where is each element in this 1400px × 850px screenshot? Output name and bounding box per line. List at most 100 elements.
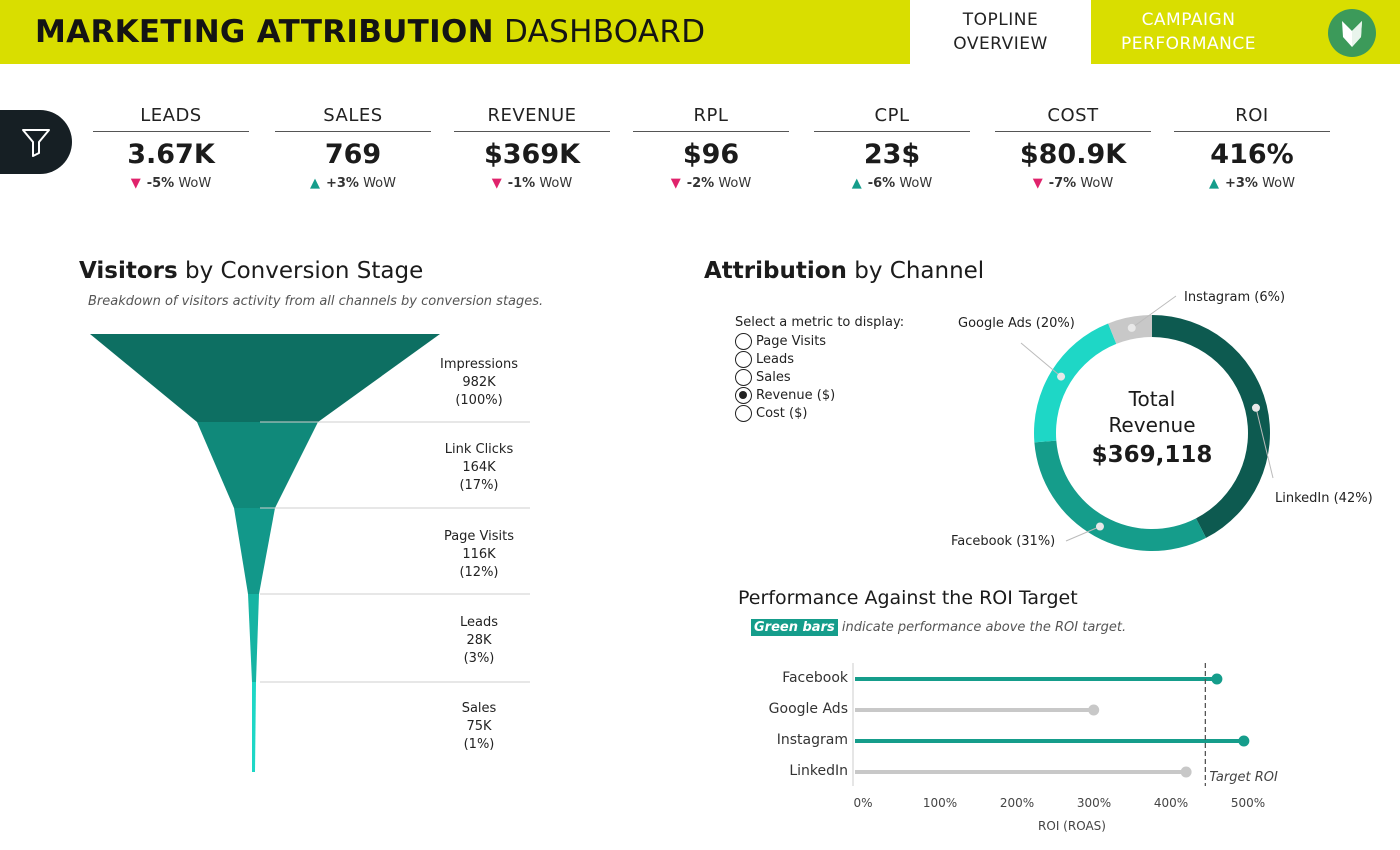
- triangle-up-icon: ▲: [1208, 176, 1219, 191]
- fox-logo-icon: [1328, 9, 1376, 57]
- kpi-label: CPL: [814, 104, 970, 132]
- donut-slice-linkedin[interactable]: [1152, 315, 1270, 538]
- funnel-stage-value: 982K: [462, 375, 496, 390]
- donut-center-total: Total Revenue $369,118: [1072, 386, 1232, 472]
- funnel-segment-leads[interactable]: [248, 594, 259, 682]
- funnel-label-leads: Leads 28K (3%): [419, 614, 539, 668]
- roi-title: Performance Against the ROI Target: [738, 587, 1078, 609]
- kpi-label: RPL: [633, 104, 789, 132]
- donut-leader-dot: [1127, 323, 1136, 332]
- funnel-segment-impressions[interactable]: [90, 334, 440, 422]
- kpi-card-leads: LEADS 3.67K ▼ -5% WoW: [93, 104, 249, 191]
- donut-label-facebook: Facebook (31%): [951, 534, 1056, 549]
- kpi-wow-percent: +3%: [1224, 176, 1258, 191]
- funnel-chart: [90, 334, 530, 772]
- kpi-label: COST: [995, 104, 1151, 132]
- funnel-stage-name: Sales: [461, 701, 497, 716]
- radio-leads[interactable]: Leads: [735, 350, 904, 368]
- tab-campaign-performance[interactable]: CAMPAIGN PERFORMANCE: [1091, 0, 1286, 64]
- donut-slice-facebook[interactable]: [1034, 440, 1207, 551]
- kpi-value: 23$: [863, 139, 921, 170]
- filter-button[interactable]: [0, 110, 72, 174]
- donut-center-line2: Revenue: [1108, 413, 1196, 437]
- attribution-title-bold: Attribution: [704, 258, 847, 284]
- radio-label: Revenue ($): [756, 387, 836, 403]
- kpi-wow-suffix: WoW: [899, 176, 933, 191]
- funnel-stage-value: 116K: [462, 547, 496, 562]
- radio-circle-icon[interactable]: [735, 404, 752, 422]
- roi-dot[interactable]: [1211, 673, 1223, 685]
- radio-sales[interactable]: Sales: [735, 368, 904, 386]
- funnel-segment-page-visits[interactable]: [234, 508, 275, 594]
- donut-label-instagram: Instagram (6%): [1184, 290, 1286, 305]
- roi-category-label: Facebook: [782, 670, 848, 686]
- kpi-value: $96: [682, 139, 740, 170]
- dashboard-title-thin: DASHBOARD: [504, 14, 706, 50]
- roi-category-label: LinkedIn: [789, 763, 848, 779]
- metric-selector: Select a metric to display: Page Visits L…: [735, 315, 904, 422]
- funnel-title: Visitors by Conversion Stage: [79, 258, 423, 284]
- kpi-card-cpl: CPL 23$ ▲ -6% WoW: [814, 104, 970, 191]
- kpi-value: 769: [324, 139, 382, 170]
- kpi-value: $369K: [483, 139, 581, 170]
- radio-cost[interactable]: Cost ($): [735, 404, 904, 422]
- roi-dot[interactable]: [1088, 704, 1100, 716]
- kpi-label: REVENUE: [454, 104, 610, 132]
- kpi-value: 416%: [1210, 139, 1294, 170]
- radio-circle-icon[interactable]: [735, 350, 752, 368]
- roi-subtitle-rest: indicate performance above the ROI targe…: [841, 620, 1127, 635]
- funnel-stage-percent: (100%): [455, 393, 503, 408]
- donut-label-linkedin: LinkedIn (42%): [1275, 491, 1373, 506]
- funnel-title-thin: by Conversion Stage: [185, 258, 424, 284]
- funnel-stage-percent: (17%): [459, 478, 499, 493]
- donut-center-line1: Total: [1128, 387, 1176, 411]
- funnel-subtitle: Breakdown of visitors activity from all …: [88, 294, 544, 309]
- funnel-stage-name: Link Clicks: [444, 442, 514, 457]
- donut-center-value: $369,118: [1091, 442, 1213, 468]
- funnel-segment-sales[interactable]: [252, 682, 256, 772]
- funnel-label-page-visits: Page Visits 116K (12%): [419, 528, 539, 582]
- funnel-stage-percent: (12%): [459, 565, 499, 580]
- radio-circle-icon[interactable]: [735, 332, 752, 350]
- header-bar: MARKETING ATTRIBUTION DASHBOARD TOPLINE …: [0, 0, 1400, 64]
- roi-tick-label: 500%: [1230, 796, 1266, 810]
- tab-topline-overview[interactable]: TOPLINE OVERVIEW: [910, 0, 1091, 64]
- dashboard-title-bold: MARKETING ATTRIBUTION: [35, 14, 494, 50]
- funnel-label-link-clicks: Link Clicks 164K (17%): [419, 441, 539, 495]
- radio-circle-icon[interactable]: [735, 386, 752, 404]
- roi-target-label: Target ROI: [1209, 770, 1278, 785]
- roi-axis-label: ROI (ROAS): [1038, 819, 1106, 833]
- funnel-stage-name: Page Visits: [443, 529, 515, 544]
- kpi-card-cost: COST $80.9K ▼ -7% WoW: [995, 104, 1151, 191]
- roi-dot[interactable]: [1180, 766, 1192, 778]
- tab-topline-line1: TOPLINE: [962, 10, 1039, 30]
- kpi-wow-percent: -2%: [686, 176, 715, 191]
- roi-subtitle-highlight: Green bars: [751, 619, 838, 636]
- funnel-stage-value: 28K: [466, 633, 492, 648]
- roi-dot[interactable]: [1238, 735, 1250, 747]
- funnel-stage-percent: (1%): [463, 737, 495, 752]
- donut-leader-line: [1020, 342, 1062, 377]
- donut-slice-google-ads[interactable]: [1033, 323, 1117, 443]
- kpi-value: $80.9K: [1019, 139, 1127, 170]
- kpi-wow-change: ▼ -2% WoW: [633, 176, 789, 191]
- radio-page-visits[interactable]: Page Visits: [735, 332, 904, 350]
- attribution-title-thin: by Channel: [854, 258, 985, 284]
- radio-circle-icon[interactable]: [735, 368, 752, 386]
- kpi-wow-percent: +3%: [325, 176, 359, 191]
- kpi-wow-change: ▼ -7% WoW: [995, 176, 1151, 191]
- radio-revenue[interactable]: Revenue ($): [735, 386, 904, 404]
- triangle-up-icon: ▲: [851, 176, 862, 191]
- kpi-wow-change: ▼ -5% WoW: [93, 176, 249, 191]
- funnel-segment-link-clicks[interactable]: [197, 422, 318, 508]
- funnel-stage-percent: (3%): [463, 651, 495, 666]
- metric-selector-prompt: Select a metric to display:: [735, 315, 905, 330]
- kpi-wow-suffix: WoW: [1080, 176, 1114, 191]
- donut-leader-line: [1131, 295, 1177, 329]
- kpi-wow-suffix: WoW: [178, 176, 212, 191]
- funnel-stage-value: 164K: [462, 460, 496, 475]
- tab-campaign-line1: CAMPAIGN: [1141, 10, 1236, 30]
- triangle-down-icon: ▼: [491, 176, 502, 191]
